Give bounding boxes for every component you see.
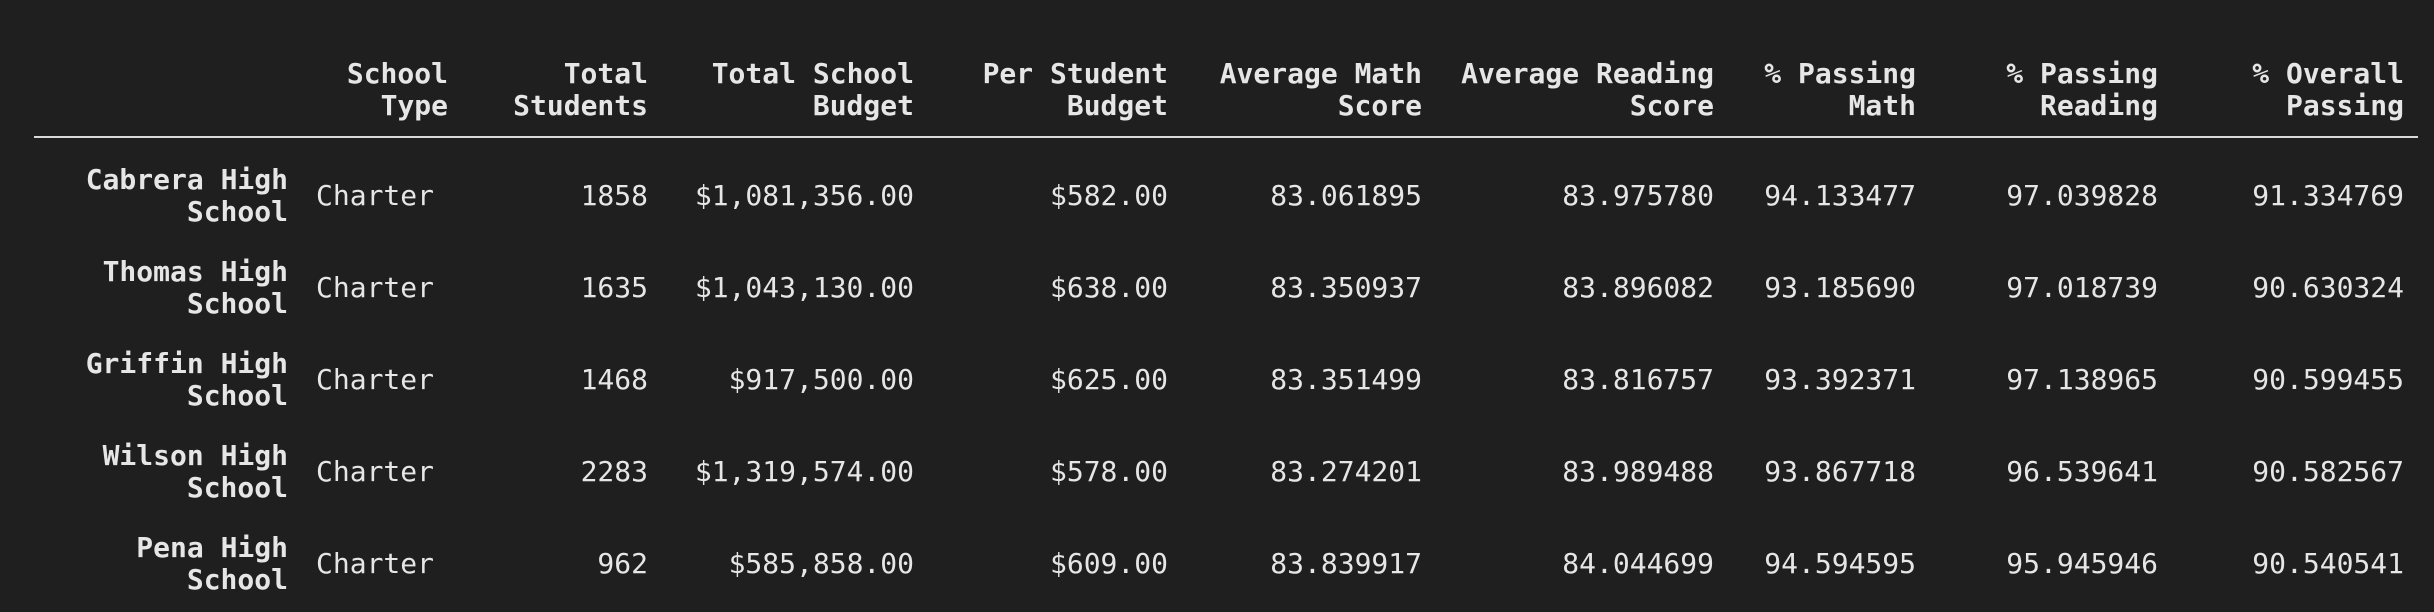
cell-passing-math: 94.594595 <box>1764 547 1916 580</box>
row-school-name: Pena High School <box>136 531 288 596</box>
cell-per-student-budget: $609.00 <box>1049 547 1168 580</box>
cell-overall-passing: 90.582567 <box>2252 455 2404 488</box>
column-header-average-reading-score: Average Reading Score <box>1436 58 1728 138</box>
cell-average-reading-score: 84.044699 <box>1562 547 1714 580</box>
row-school-name: Wilson High School <box>102 439 288 504</box>
cell-passing-reading: 95.945946 <box>2006 547 2158 580</box>
cell-overall-passing: 90.630324 <box>2252 271 2404 304</box>
cell-total-school-budget: $1,043,130.00 <box>694 271 914 304</box>
row-school-name: Griffin High School <box>85 347 288 412</box>
cell-school-type: Charter <box>316 363 435 396</box>
cell-school-type: Charter <box>316 179 435 212</box>
column-header-index <box>34 58 302 138</box>
cell-overall-passing: 91.334769 <box>2252 179 2404 212</box>
cell-total-school-budget: $1,081,356.00 <box>694 179 914 212</box>
dataframe-output: School Type Total Students Total School … <box>34 58 2418 610</box>
cell-per-student-budget: $638.00 <box>1049 271 1168 304</box>
cell-average-math-score: 83.839917 <box>1270 547 1422 580</box>
table-row: Griffin High School Charter 1468 $917,50… <box>34 334 2418 426</box>
column-header-school-type: School Type <box>302 58 462 138</box>
table-row: Cabrera High School Charter 1858 $1,081,… <box>34 137 2418 242</box>
cell-total-students: 1858 <box>580 179 648 212</box>
cell-total-school-budget: $1,319,574.00 <box>694 455 914 488</box>
column-header-passing-reading: % Passing Reading <box>1930 58 2172 138</box>
cell-passing-reading: 97.039828 <box>2006 179 2158 212</box>
table-header: School Type Total Students Total School … <box>34 58 2418 138</box>
table-row: Thomas High School Charter 1635 $1,043,1… <box>34 242 2418 334</box>
table-row: Wilson High School Charter 2283 $1,319,5… <box>34 426 2418 518</box>
cell-school-type: Charter <box>316 455 435 488</box>
row-school-name: Thomas High School <box>102 255 288 320</box>
cell-per-student-budget: $582.00 <box>1049 179 1168 212</box>
cell-passing-math: 94.133477 <box>1764 179 1916 212</box>
cell-average-reading-score: 83.816757 <box>1562 363 1714 396</box>
cell-overall-passing: 90.540541 <box>2252 547 2404 580</box>
cell-average-reading-score: 83.975780 <box>1562 179 1714 212</box>
column-header-total-school-budget: Total School Budget <box>662 58 928 138</box>
cell-school-type: Charter <box>316 271 435 304</box>
cell-overall-passing: 90.599455 <box>2252 363 2404 396</box>
cell-total-students: 2283 <box>580 455 648 488</box>
cell-average-math-score: 83.350937 <box>1270 271 1422 304</box>
cell-average-math-score: 83.061895 <box>1270 179 1422 212</box>
school-summary-table: School Type Total Students Total School … <box>34 58 2418 610</box>
column-header-total-students: Total Students <box>462 58 662 138</box>
row-school-name: Cabrera High School <box>85 163 288 228</box>
cell-per-student-budget: $625.00 <box>1049 363 1168 396</box>
cell-passing-math: 93.867718 <box>1764 455 1916 488</box>
cell-passing-math: 93.392371 <box>1764 363 1916 396</box>
cell-average-reading-score: 83.989488 <box>1562 455 1714 488</box>
cell-school-type: Charter <box>316 547 435 580</box>
cell-total-students: 1635 <box>580 271 648 304</box>
cell-passing-reading: 96.539641 <box>2006 455 2158 488</box>
column-header-per-student-budget: Per Student Budget <box>928 58 1182 138</box>
cell-total-students: 962 <box>597 547 648 580</box>
cell-passing-math: 93.185690 <box>1764 271 1916 304</box>
cell-total-school-budget: $917,500.00 <box>728 363 914 396</box>
cell-average-reading-score: 83.896082 <box>1562 271 1714 304</box>
cell-per-student-budget: $578.00 <box>1049 455 1168 488</box>
cell-average-math-score: 83.274201 <box>1270 455 1422 488</box>
cell-passing-reading: 97.138965 <box>2006 363 2158 396</box>
cell-total-students: 1468 <box>580 363 648 396</box>
table-body: Cabrera High School Charter 1858 $1,081,… <box>34 137 2418 610</box>
column-header-overall-passing: % Overall Passing <box>2172 58 2418 138</box>
column-header-passing-math: % Passing Math <box>1728 58 1930 138</box>
table-row: Pena High School Charter 962 $585,858.00… <box>34 518 2418 610</box>
cell-average-math-score: 83.351499 <box>1270 363 1422 396</box>
cell-total-school-budget: $585,858.00 <box>728 547 914 580</box>
column-header-average-math-score: Average Math Score <box>1182 58 1436 138</box>
cell-passing-reading: 97.018739 <box>2006 271 2158 304</box>
